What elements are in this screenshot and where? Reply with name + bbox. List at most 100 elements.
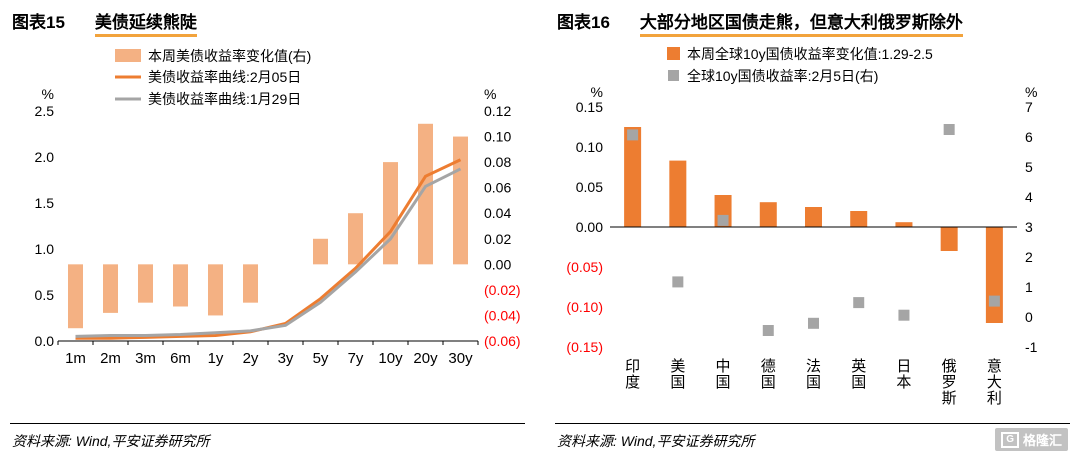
category-label: 6m <box>170 350 191 367</box>
left-axis-tick-label: 0.5 <box>35 287 55 303</box>
figure-title: 大部分地区国债走熊，但意大利俄罗斯除外 <box>639 8 963 37</box>
right-axis-unit: % <box>1025 84 1037 100</box>
category-label-char: 俄 <box>942 358 957 375</box>
left-axis-tick-label: 1.0 <box>35 241 55 257</box>
right-axis-tick-label: 0.08 <box>484 154 511 170</box>
legend-bar-swatch <box>667 47 680 60</box>
yield-level-marker <box>943 124 955 135</box>
category-label: 1y <box>208 350 224 367</box>
legend-label: 本周全球10y国债收益率变化值:1.29-2.5 <box>687 46 933 62</box>
weekly-change-bar <box>243 264 258 303</box>
right-axis-unit: % <box>484 86 496 102</box>
right-axis-tick-label: 3 <box>1025 219 1033 235</box>
right-axis-tick-label: 0.12 <box>484 103 511 119</box>
category-label: 5y <box>313 350 329 367</box>
left-axis-tick-label: 2.5 <box>35 103 55 119</box>
right-axis-tick-label: -1 <box>1025 339 1038 355</box>
category-label-char: 意 <box>987 357 1002 375</box>
right-axis-tick-label: 2 <box>1025 249 1033 265</box>
weekly-change-bar <box>173 264 188 307</box>
right-axis-tick-label: 0.02 <box>484 231 511 247</box>
category-label: 10y <box>378 350 403 367</box>
left-axis-tick-label: (0.10) <box>566 299 603 315</box>
category-label: 3m <box>135 350 156 367</box>
category-label: 1m <box>65 350 86 367</box>
category-label: 3y <box>278 350 294 367</box>
weekly-change-bar <box>418 123 433 265</box>
weekly-change-bar <box>759 202 777 227</box>
left-axis-tick-label: 2.0 <box>35 149 55 165</box>
category-label: 20y <box>413 350 438 367</box>
right-axis-tick-label: 7 <box>1025 99 1033 115</box>
category-label-char: 斯 <box>942 390 957 407</box>
left-axis-tick-label: (0.05) <box>566 259 603 275</box>
category-label-char: 日 <box>896 358 911 375</box>
panel-figure-15: 图表15 美债延续熊陡 %% 2.5 2.0 1.5 1.0 0.5 0.0 0.12 0.10… <box>10 6 525 453</box>
panel-figure-16: 图表16 大部分地区国债走熊，但意大利俄罗斯除外 %% 0.15 0.10 0.05 0… <box>555 6 1070 453</box>
yield-level-marker <box>898 309 910 321</box>
figure-header: 图表16 大部分地区国债走熊，但意大利俄罗斯除外 <box>555 6 1070 41</box>
category-label-char: 德 <box>761 357 776 375</box>
left-axis-tick-label: 1.5 <box>35 195 55 211</box>
category-label-char: 利 <box>987 390 1002 407</box>
category-label-char: 国 <box>806 374 821 391</box>
right-axis-tick-label: 0 <box>1025 309 1033 325</box>
weekly-change-bar <box>103 264 118 313</box>
gelonghui-logo-text: 格隆汇 <box>1022 433 1062 448</box>
category-label-char: 度 <box>625 374 640 391</box>
legend-point-swatch <box>668 70 679 81</box>
category-label: 2y <box>243 350 259 367</box>
right-axis-tick-label: (0.02) <box>484 282 521 298</box>
weekly-change-bar <box>985 227 1003 323</box>
category-label-char: 国 <box>851 374 866 391</box>
legend-label: 美债收益率曲线:1月29日 <box>148 91 301 107</box>
chart-area-1: %% 2.5 2.0 1.5 1.0 0.5 0.0 0.12 0.10 0.08 0.06 0.04… <box>10 41 525 423</box>
weekly-change-bar <box>940 227 958 251</box>
source-text: 资料来源: Wind,平安证券研究所 <box>12 433 210 449</box>
right-axis-tick-label: 0.04 <box>484 205 511 221</box>
weekly-change-bar <box>669 160 687 227</box>
weekly-change-bar <box>208 264 223 316</box>
source-text: 资料来源: Wind,平安证券研究所 <box>557 433 755 449</box>
weekly-change-bar <box>68 264 83 329</box>
category-label: 30y <box>448 350 473 367</box>
left-axis-tick-label: 0.00 <box>576 219 603 235</box>
right-axis-tick-label: 0.00 <box>484 256 511 272</box>
figure-label: 图表15 <box>12 13 65 32</box>
right-axis-tick-label: 4 <box>1025 189 1033 205</box>
right-axis-tick-label: 0.06 <box>484 180 511 196</box>
left-axis-tick-label: 0.05 <box>576 179 603 195</box>
category-label-char: 国 <box>761 374 776 391</box>
category-label-char: 英 <box>851 357 866 375</box>
us-treasury-chart: % %2.52.01.51.00.50.00.120.100.080.060.04… <box>35 48 521 367</box>
category-label-char: 国 <box>716 374 731 391</box>
right-axis-tick-label: (0.06) <box>484 333 521 349</box>
yield-curve-line-1 <box>75 167 462 338</box>
left-axis-tick-label: (0.15) <box>566 339 603 355</box>
category-label: 7y <box>348 350 364 367</box>
category-label-char: 国 <box>670 374 685 391</box>
figure-label: 图表16 <box>557 13 610 32</box>
source-bar: 资料来源: Wind,平安证券研究所 G 格隆汇 <box>555 423 1070 453</box>
category-label-char: 中 <box>716 358 731 375</box>
category-label-char: 罗 <box>942 374 957 391</box>
yield-level-marker <box>988 295 1000 307</box>
yield-level-marker <box>853 297 865 309</box>
legend-label: 美债收益率曲线:2月05日 <box>148 69 301 85</box>
left-axis-unit: % <box>591 84 603 100</box>
yield-level-marker <box>762 325 774 336</box>
chart-area-2: %% 0.15 0.10 0.05 0.00 (0.05) (0.10) (0.15) 7 6 5 4… <box>555 41 1070 423</box>
yield-level-marker <box>808 317 819 329</box>
category-label-char: 法 <box>806 358 821 375</box>
weekly-change-bar <box>313 238 328 265</box>
category-label-char: 美 <box>670 358 685 375</box>
gelonghui-watermark: G 格隆汇 <box>995 428 1068 451</box>
figure-header: 图表15 美债延续熊陡 <box>10 6 525 41</box>
legend-label: 全球10y国债收益率:2月5日(右) <box>687 68 878 84</box>
weekly-change-bar <box>383 162 398 265</box>
category-label: 2m <box>100 350 121 367</box>
yield-level-marker <box>717 214 729 226</box>
right-axis-tick-label: 0.10 <box>484 129 511 145</box>
source-bar: 资料来源: Wind,平安证券研究所 <box>10 423 525 453</box>
